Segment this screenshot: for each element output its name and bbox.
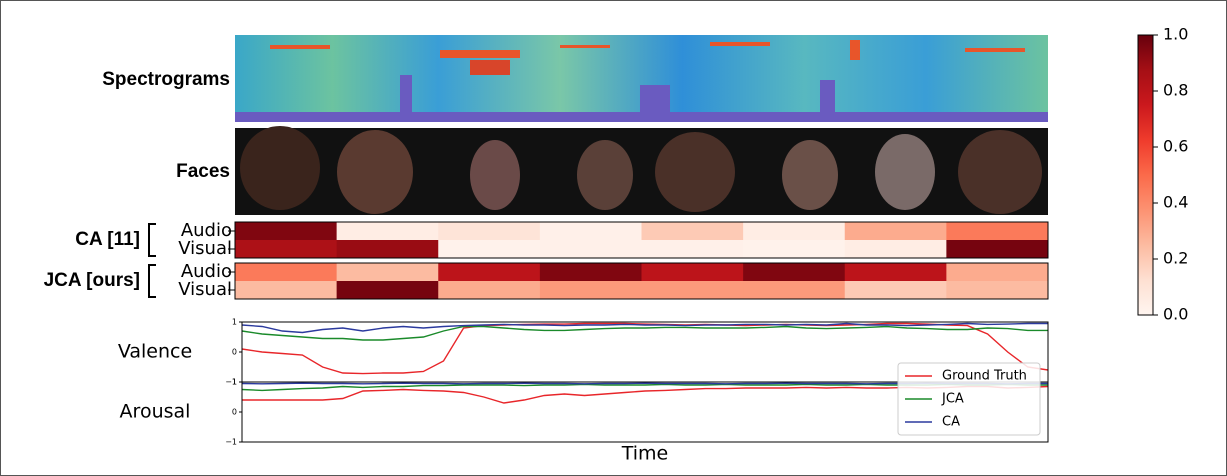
heat-cell (336, 222, 439, 241)
heat-cell (235, 240, 338, 259)
plot-frame (241, 381, 1049, 443)
panel-label: Spectrograms (102, 69, 230, 90)
x-axis-label: Time (621, 443, 669, 465)
heat-cell (946, 263, 1049, 282)
heat-cell (539, 263, 642, 282)
legend-label: Ground Truth (942, 369, 1027, 384)
legend-box (897, 362, 1041, 436)
group-label: JCA [ours] (44, 270, 140, 291)
colorbar-tick-label: 0.2 (1163, 249, 1188, 268)
heat-cell (844, 263, 947, 282)
panel-label: Faces (176, 161, 230, 182)
heat-cell (641, 281, 744, 300)
row-label: Visual (178, 279, 232, 300)
y-axis-label: Valence (118, 341, 192, 363)
heat-cell (641, 240, 744, 259)
heat-cell (946, 222, 1049, 241)
heat-cell (539, 240, 642, 259)
series-line (241, 322, 1049, 375)
heat-cell (743, 240, 846, 259)
row-label: Audio (181, 220, 232, 241)
row-label: Visual (178, 238, 232, 259)
y-tick-label: 1 (232, 318, 237, 327)
row-label: Audio (181, 261, 232, 282)
face-images (235, 126, 1048, 215)
y-tick-label: −1 (225, 378, 237, 387)
y-tick-label: 0 (232, 408, 237, 417)
heat-cell (235, 281, 338, 300)
heat-cell (946, 281, 1049, 300)
heat-cell (844, 222, 947, 241)
spectrogram-image (235, 35, 1048, 122)
legend-label: CA (942, 415, 960, 430)
heatmap-frame (234, 221, 1049, 259)
group-label: CA [11] (75, 229, 140, 250)
heat-cell (743, 263, 846, 282)
colorbar (1138, 35, 1153, 315)
heat-cell (438, 240, 541, 259)
colorbar-tick-label: 0.4 (1163, 193, 1188, 212)
bracket (148, 264, 156, 298)
heat-cell (743, 281, 846, 300)
colorbar-tick-label: 0.0 (1163, 305, 1188, 324)
heat-cell (336, 240, 439, 259)
heat-cell (235, 222, 338, 241)
heat-cell (438, 263, 541, 282)
colorbar-frame (1137, 34, 1154, 316)
heatmap-frame (234, 262, 1049, 300)
y-tick-label: 1 (232, 378, 237, 387)
series-line (241, 322, 1048, 334)
legend-label: JCA (941, 392, 964, 407)
colorbar-tick-label: 0.6 (1163, 137, 1188, 156)
y-tick-label: −1 (225, 438, 237, 447)
heat-cell (641, 263, 744, 282)
heat-cell (844, 281, 947, 300)
y-tick-label: 0 (232, 348, 237, 357)
heat-cell (539, 222, 642, 241)
bracket (148, 223, 156, 257)
heat-cell (336, 281, 439, 300)
heat-cell (235, 263, 338, 282)
heat-cell (946, 240, 1049, 259)
colorbar-tick-label: 0.8 (1163, 81, 1188, 100)
colorbar-tick-label: 1.0 (1163, 25, 1188, 44)
heat-cell (641, 222, 744, 241)
y-axis-label: Arousal (120, 401, 191, 423)
heat-cell (844, 240, 947, 259)
heat-cell (438, 281, 541, 300)
series-line (241, 325, 1048, 341)
legend: Ground Truth JCA CA (897, 362, 1041, 436)
heat-cell (743, 222, 846, 241)
heat-cell (539, 281, 642, 300)
heat-cell (438, 222, 541, 241)
heat-cell (336, 263, 439, 282)
